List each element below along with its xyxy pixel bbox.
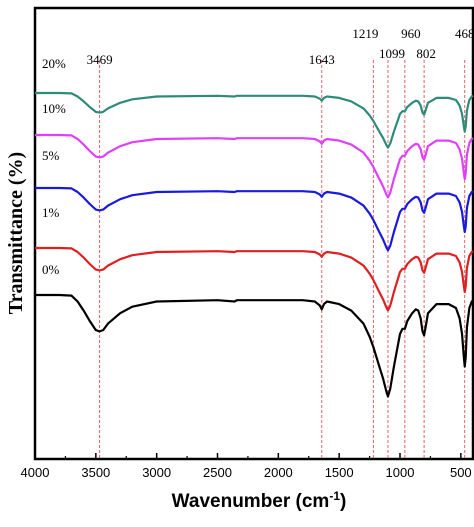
x-axis-ticks xyxy=(34,453,462,459)
peak-label-1219: 1219 xyxy=(352,26,378,41)
peak-label-1643: 1643 xyxy=(309,52,335,67)
x-tick-label-3500: 3500 xyxy=(81,465,110,480)
x-tick-label-1000: 1000 xyxy=(386,465,415,480)
series-label-5pct: 5% xyxy=(42,148,60,163)
x-tick-label-1500: 1500 xyxy=(325,465,354,480)
peak-label-960: 960 xyxy=(401,26,421,41)
series-label-10pct: 10% xyxy=(42,101,66,116)
series-line-0pct xyxy=(35,293,474,398)
peak-label-468: 468 xyxy=(455,26,474,41)
series-lines xyxy=(35,91,474,398)
peak-label-3469: 3469 xyxy=(87,52,113,67)
series-label-1pct: 1% xyxy=(42,205,60,220)
series-line-20pct xyxy=(35,91,474,149)
x-axis-label: Wavenumber (cm-1) xyxy=(172,489,347,512)
x-axis-label-close: ) xyxy=(340,491,346,512)
peak-label-1099: 1099 xyxy=(379,46,405,61)
x-tick-label-2000: 2000 xyxy=(264,465,293,480)
peak-guide-lines xyxy=(99,60,466,459)
x-axis-label-sup: -1 xyxy=(329,489,340,503)
series-label-20pct: 20% xyxy=(42,56,66,71)
series-line-5pct xyxy=(35,186,474,252)
peak-label-802: 802 xyxy=(416,46,436,61)
y-axis-label: Transmittance (%) xyxy=(5,152,27,314)
x-axis-tick-labels: 4000 3500 3000 2500 2000 1500 1000 500 xyxy=(21,465,472,480)
x-tick-label-3000: 3000 xyxy=(142,465,171,480)
x-tick-label-500: 500 xyxy=(450,465,472,480)
series-labels: 20% 10% 5% 1% 0% xyxy=(42,56,66,277)
x-tick-label-4000: 4000 xyxy=(21,465,50,480)
plot-frame xyxy=(33,6,474,461)
series-label-0pct: 0% xyxy=(42,262,60,277)
x-axis-label-main: Wavenumber (cm xyxy=(172,491,330,512)
series-line-1pct xyxy=(35,246,474,312)
series-line-10pct xyxy=(35,133,474,199)
x-tick-label-2500: 2500 xyxy=(203,465,232,480)
